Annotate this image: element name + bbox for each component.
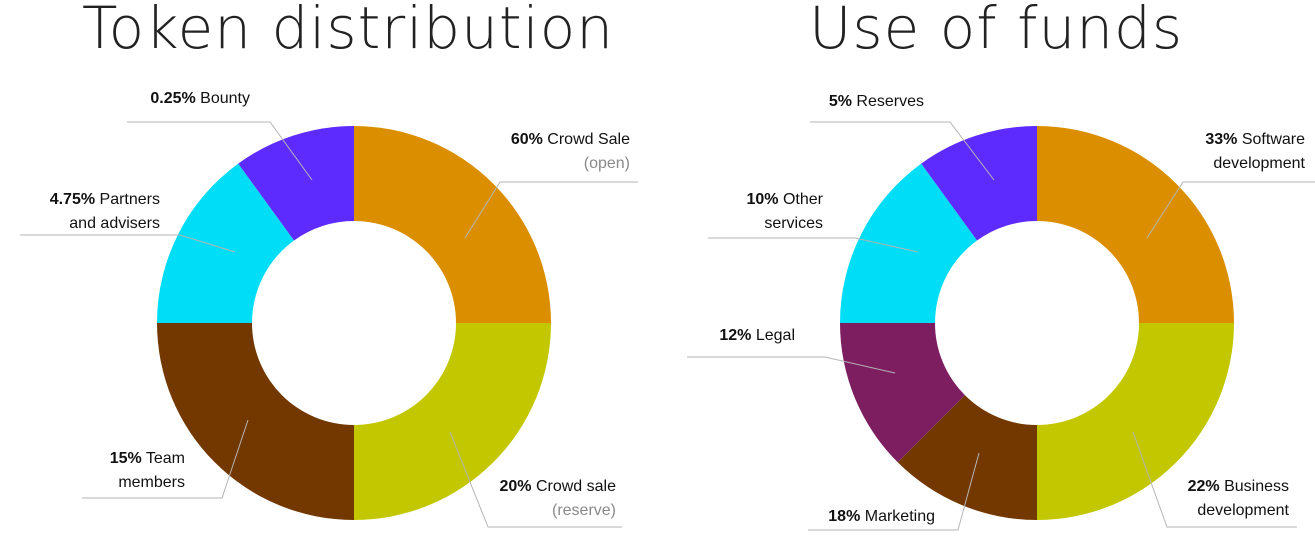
label-text: Team — [142, 450, 185, 467]
leader-line-crowd-sale — [449, 431, 622, 528]
chart-title-use-of-funds: Use of funds — [809, 0, 1183, 62]
chart-title-token-distribution: Token distribution — [82, 0, 614, 62]
label-text: Other — [779, 191, 824, 208]
donut-use-of-funds: 33% Software development 22% Business devel… — [687, 93, 1315, 531]
label-pct: 5% — [829, 93, 852, 110]
slice-legal — [840, 323, 965, 463]
slice-partners-and-advisers — [157, 163, 295, 323]
slice-bounty — [238, 126, 354, 241]
label-subtext: (reserve) — [552, 502, 616, 519]
label-pct: 60% — [511, 131, 543, 148]
label-text: and advisers — [69, 215, 160, 232]
label-pct: 18% — [828, 508, 860, 525]
label-pct: 10% — [747, 191, 779, 208]
label-text: Bounty — [196, 90, 250, 107]
leader-line-other-services — [708, 237, 919, 253]
label-pct: 4.75% — [50, 191, 95, 208]
label-text: services — [764, 215, 823, 232]
label-text: development — [1197, 502, 1289, 519]
label-text: members — [118, 474, 185, 491]
label-bounty: 0.25% Bounty — [150, 90, 250, 107]
label-text: Software — [1237, 131, 1305, 148]
label-pct: 12% — [719, 327, 751, 344]
label-text: Partners — [95, 191, 160, 208]
leader-line-business-development — [1132, 431, 1297, 528]
leader-line-team-members — [82, 419, 249, 499]
label-text: Marketing — [860, 508, 935, 525]
label-text: Business — [1220, 478, 1289, 495]
label-partners-and-advisers: 4.75% Partners and advisers — [50, 191, 160, 232]
label-pct: 0.25% — [150, 90, 195, 107]
leader-line-legal — [687, 356, 896, 374]
leader-line-crowd-sale — [464, 181, 638, 239]
label-software-development: 33% Software development — [1205, 131, 1305, 172]
leader-line-software-development — [1146, 181, 1315, 239]
leader-line-partners-and-advisers — [20, 234, 236, 253]
slice-reserves — [921, 126, 1037, 241]
donut-token-distribution: 60% Crowd Sale (open) 20% Crowd sale (reser… — [20, 90, 638, 528]
label-text: Legal — [751, 327, 795, 344]
slice-software-development — [1037, 126, 1234, 323]
slice-crowd-sale — [354, 323, 551, 520]
label-other-services: 10% Other services — [747, 191, 824, 232]
slice-other-services — [840, 163, 978, 323]
label-text: development — [1213, 155, 1305, 172]
slice-crowd-sale — [354, 126, 551, 323]
leader-line-reserves — [810, 121, 995, 181]
slice-business-development — [1037, 323, 1234, 520]
label-subtext: (open) — [584, 155, 630, 172]
label-crowd-sale: 60% Crowd Sale (open) — [511, 131, 630, 172]
label-legal: 12% Legal — [719, 327, 795, 344]
label-reserves: 5% Reserves — [829, 93, 924, 110]
label-pct: 20% — [499, 478, 531, 495]
label-crowd-sale: 20% Crowd sale (reserve) — [499, 478, 616, 519]
label-pct: 22% — [1188, 478, 1220, 495]
label-text: Crowd Sale — [543, 131, 630, 148]
label-text: Crowd sale — [532, 478, 617, 495]
label-team-members: 15% Team members — [110, 450, 185, 491]
label-business-development: 22% Business development — [1188, 478, 1290, 519]
label-pct: 15% — [110, 450, 142, 467]
label-text: Reserves — [852, 93, 924, 110]
label-pct: 33% — [1205, 131, 1237, 148]
leader-line-bounty — [127, 121, 313, 181]
slice-team-members — [157, 323, 354, 520]
slice-marketing — [897, 395, 1037, 520]
leader-line-marketing — [808, 452, 980, 531]
label-marketing: 18% Marketing — [828, 508, 935, 525]
